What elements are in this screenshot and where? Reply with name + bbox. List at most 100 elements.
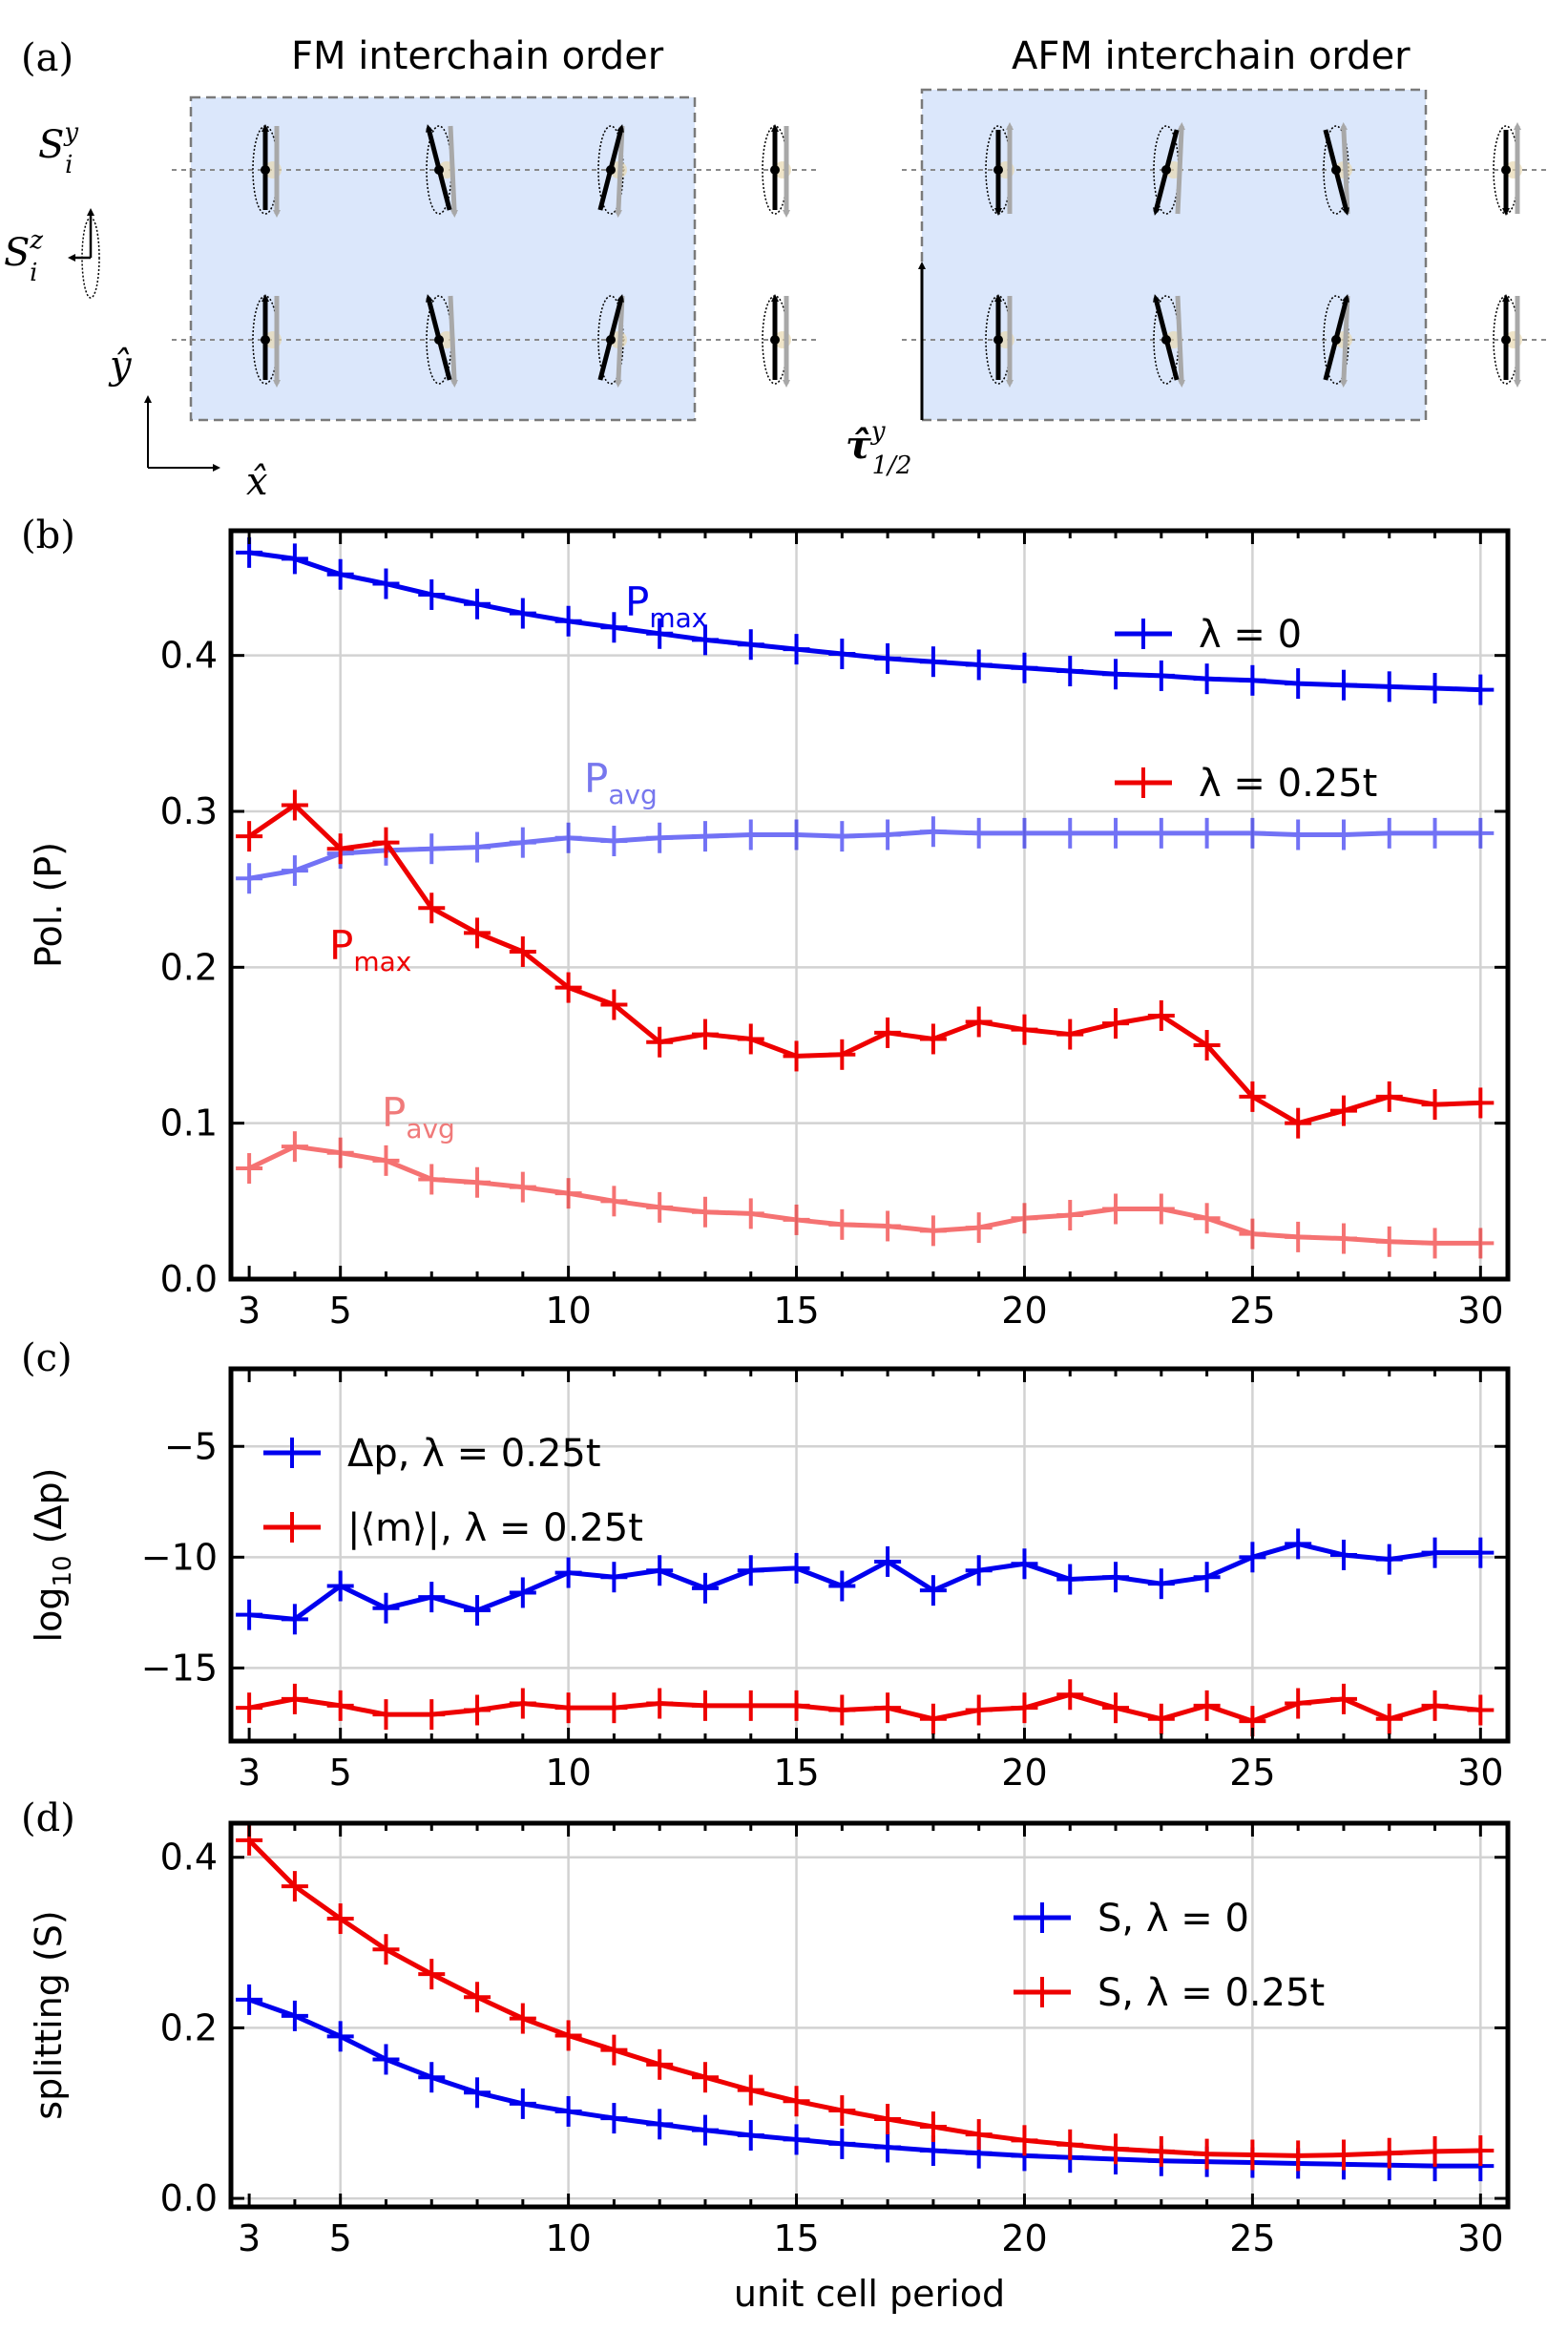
data-point [326,833,354,865]
data-point [1467,1694,1495,1726]
data-point [281,1683,308,1714]
x-tick-label: 30 [1457,1752,1503,1794]
data-point [1011,1692,1038,1724]
data-point [1329,1683,1357,1714]
data-point [1285,668,1312,700]
data-point [965,1694,993,1726]
data-point [1375,1544,1403,1575]
data-point [1421,2135,1449,2167]
spin-site [1153,122,1186,216]
data-point [1102,2133,1130,2165]
data-point [1285,1221,1312,1252]
data-point [1375,671,1403,703]
data-point [646,1026,674,1058]
data-point [1375,1703,1403,1734]
data-point [1147,999,1175,1031]
data-point [646,1688,674,1719]
data-point [600,612,628,643]
data-point [418,892,446,924]
y-tick-label: 0.0 [160,1258,218,1300]
data-point [737,2074,764,2106]
data-point [691,2062,719,2093]
series-line [248,1691,1481,1724]
spin-center [434,165,444,175]
data-point [1011,1548,1038,1580]
data-point [965,1212,993,1244]
spin-center [606,165,616,175]
spin-site [985,122,1014,216]
data-point [1102,817,1130,849]
spin-site [252,294,282,388]
x-tick-label: 5 [329,1290,352,1332]
x-tick-label: 20 [1001,1752,1047,1794]
spin-arrow-grey [614,295,625,388]
x-tick-label: 30 [1457,1290,1503,1332]
spin-center [434,335,444,345]
legend-label: λ = 0.25t [1199,762,1377,806]
y-tick-label: 0.0 [160,2177,218,2219]
x-tick-label: 5 [329,2217,352,2259]
data-point [874,1210,902,1242]
spin-site [762,294,791,388]
data-point [1102,659,1130,690]
spin-sites [252,122,1522,388]
data-point [1421,1690,1449,1721]
series-line [248,1997,1481,2169]
data-point [737,1690,764,1721]
series-line [247,802,1481,1126]
data-point [1147,2135,1175,2167]
data-point [828,1570,856,1602]
data-point [1239,664,1266,696]
spin-site [1323,122,1352,216]
data-point [418,1582,446,1613]
data-point [281,789,308,821]
data-point [1375,817,1403,849]
panel-label: (d) [21,1796,75,1840]
data-point [554,1692,582,1724]
data-point [1285,1688,1312,1719]
data-point [554,822,582,853]
series-line [248,550,1481,693]
spin-site [597,294,627,388]
data-point [1011,652,1038,683]
data-point [737,1198,764,1229]
data-point [1421,1089,1449,1121]
annotation-label: Pmax [625,578,707,634]
data-point [326,1137,354,1168]
data-point [1056,817,1084,849]
data-point [418,833,446,865]
data-point [1193,2138,1221,2170]
data-point [646,2048,674,2080]
data-point [554,2020,582,2051]
data-point [1239,817,1266,849]
data-point [646,2109,674,2140]
panel-c-chart: (c) 3 5 10 15 20 25 30 −15 −10 −5 log10 (Δp) Δp, λ =… [21,1336,1511,1794]
data-point [326,1903,354,1935]
x-tick-label: 10 [545,1290,591,1332]
legend-label: S, λ = 0 [1098,1897,1249,1941]
legend-label: λ = 0 [1199,613,1302,657]
data-point [1056,2129,1084,2160]
data-point [1467,1537,1495,1568]
data-point [874,2132,902,2163]
data-point [509,1171,536,1203]
fm-title: FM interchain order [291,34,664,78]
data-point [737,629,764,661]
spin-center [993,165,1003,175]
data-point [464,2077,491,2109]
y-tick-label: −5 [164,1425,218,1467]
spin-center [606,335,616,345]
data-point [919,1215,947,1247]
data-point [1239,1218,1266,1250]
spin-site [1323,294,1352,388]
axis-x-label: x̂ [246,460,268,504]
spin-arrow-grey [1175,122,1186,215]
data-point [1011,1203,1038,1234]
data-point [1421,1537,1449,1568]
data-point [828,821,856,852]
data-point [874,642,902,674]
y-tick-label: 0.2 [160,946,218,988]
data-point [919,2111,947,2143]
series-line [247,1838,1481,2158]
data-point [691,1572,719,1604]
